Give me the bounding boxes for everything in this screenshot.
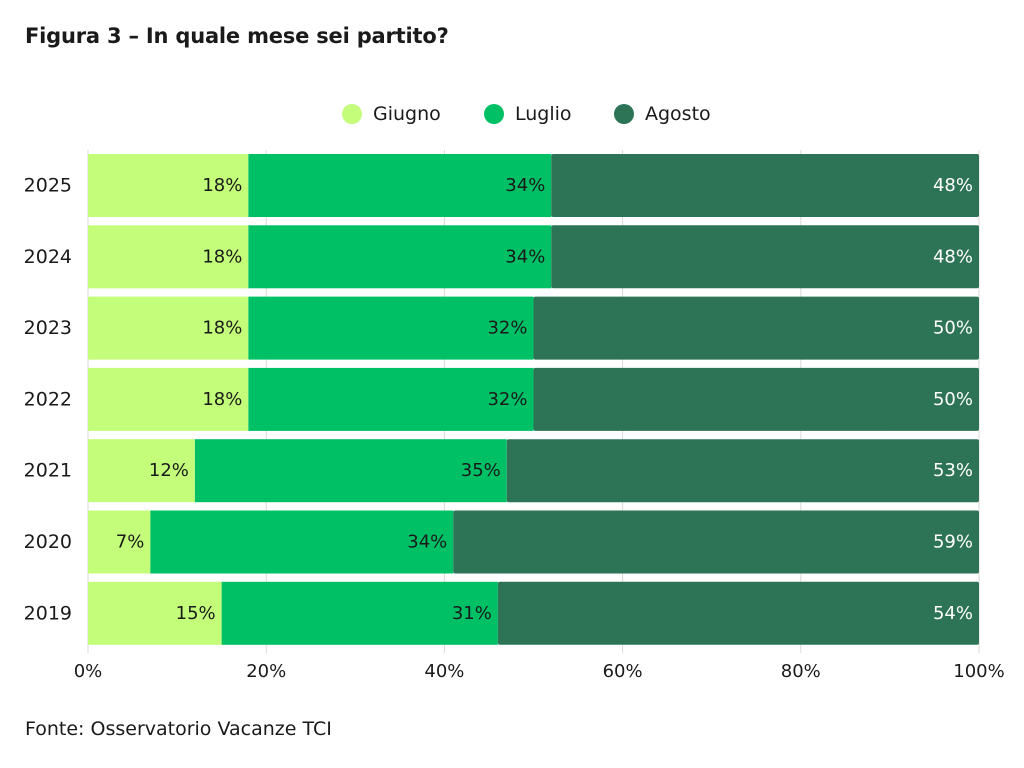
x-tick-label: 40%	[424, 661, 464, 682]
bar-segment-giugno	[88, 154, 249, 217]
source-note: Fonte: Osservatorio Vacanze TCI	[25, 718, 332, 740]
bar-segment-luglio	[248, 225, 552, 289]
y-tick-label: 2020	[24, 531, 72, 553]
bar-segment-luglio	[221, 581, 498, 645]
bar-segment-giugno	[88, 367, 249, 431]
bar-segment-giugno	[88, 225, 249, 289]
x-tick-label: 0%	[74, 661, 103, 682]
data-label: 54%	[933, 603, 973, 624]
y-tick-label: 2024	[24, 246, 72, 268]
x-tick-label: 80%	[781, 661, 821, 682]
bar-segment-agosto	[497, 581, 979, 645]
bar-segment-agosto	[453, 510, 979, 574]
data-label: 7%	[116, 532, 145, 553]
legend-label: Agosto	[645, 103, 711, 125]
x-tick-label: 100%	[953, 661, 1004, 682]
data-label: 34%	[407, 532, 447, 553]
bar-area: 18% 34% 48% 18% 34% 48% 18% 32% 50% 18% 32% 50% 12% 3…	[88, 154, 979, 645]
y-tick-label: 2023	[24, 317, 72, 339]
y-tick-label: 2025	[24, 175, 72, 197]
bar-segment-giugno	[88, 510, 151, 574]
data-label: 53%	[933, 460, 973, 481]
data-label: 18%	[202, 389, 242, 410]
bar-segment-agosto	[506, 439, 979, 503]
data-label: 12%	[149, 460, 189, 481]
data-label: 34%	[505, 246, 545, 267]
legend: Giugno Luglio Agosto	[342, 103, 711, 125]
y-tick-label: 2022	[24, 388, 72, 410]
data-label: 15%	[176, 603, 216, 624]
data-label: 48%	[933, 246, 973, 267]
data-label: 50%	[933, 389, 973, 410]
bar-segment-luglio	[248, 367, 534, 431]
y-tick-label: 2021	[24, 460, 72, 482]
bar-segment-agosto	[551, 154, 979, 217]
data-label: 31%	[452, 603, 492, 624]
x-tick-label: 20%	[246, 661, 286, 682]
data-label: 18%	[202, 246, 242, 267]
data-label: 18%	[202, 175, 242, 196]
bar-segment-giugno	[88, 296, 249, 360]
bar-segment-giugno	[88, 439, 195, 503]
bar-segment-luglio	[248, 296, 534, 360]
bar-segment-agosto	[533, 367, 979, 431]
data-label: 18%	[202, 318, 242, 339]
x-axis-labels: 0% 20% 40% 60% 80% 100%	[74, 661, 1005, 682]
data-label: 32%	[487, 318, 527, 339]
bar-segment-giugno	[88, 581, 222, 645]
y-axis-labels: 2025 2024 2023 2022 2021 2020 2019	[24, 175, 72, 625]
data-label: 48%	[933, 175, 973, 196]
data-label: 59%	[933, 532, 973, 553]
legend-swatch	[614, 104, 634, 124]
y-tick-label: 2019	[24, 602, 72, 624]
data-label: 50%	[933, 318, 973, 339]
bar-segment-luglio	[194, 439, 507, 503]
bar-segment-agosto	[533, 296, 979, 360]
data-label: 35%	[461, 460, 501, 481]
legend-label: Giugno	[373, 103, 441, 125]
bar-segment-luglio	[150, 510, 454, 574]
data-label: 34%	[505, 175, 545, 196]
bar-segment-agosto	[551, 225, 979, 289]
legend-swatch	[342, 104, 362, 124]
x-tick-label: 60%	[603, 661, 643, 682]
legend-label: Luglio	[515, 103, 572, 125]
bar-segment-luglio	[248, 154, 552, 217]
chart-title: Figura 3 – In quale mese sei partito?	[25, 24, 449, 48]
data-label: 32%	[487, 389, 527, 410]
legend-swatch	[484, 104, 504, 124]
